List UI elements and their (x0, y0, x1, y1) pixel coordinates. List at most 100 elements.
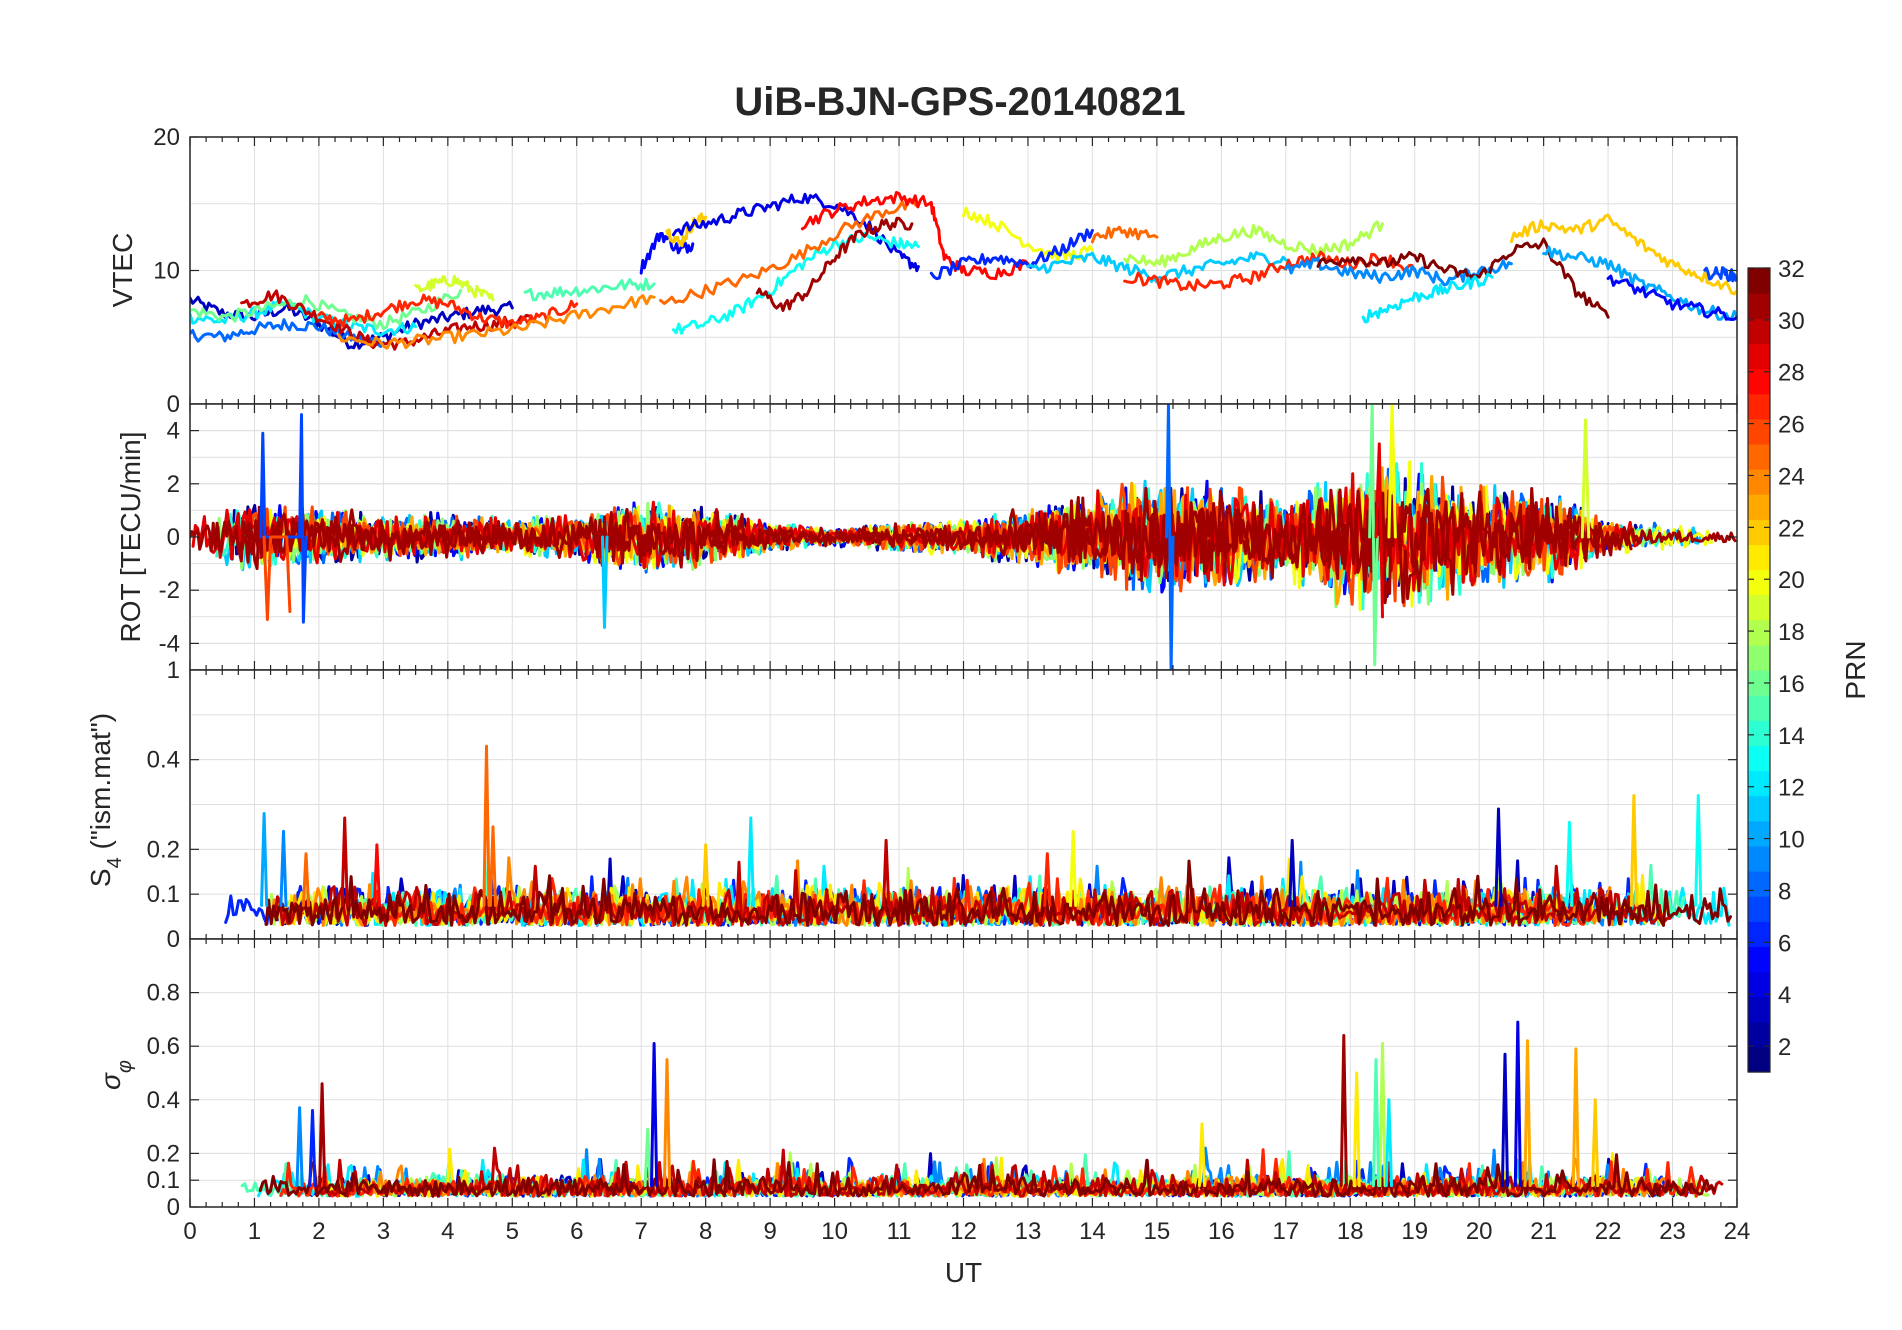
rot-spike-prn-20-4 (1387, 404, 1397, 539)
s4-y-ticks: 0 0.1 0.2 0.4 1 (147, 657, 1737, 953)
sigma-phi-ytick-label: 0.4 (147, 1087, 180, 1114)
sigma-phi-spike-prn-16-3 (643, 1127, 652, 1188)
xtick-label: 13 (1015, 1218, 1042, 1245)
x-axis-label: UT (945, 1257, 982, 1288)
sigma-phi-spike-prn-9-0 (295, 1106, 304, 1188)
xtick-label: 20 (1466, 1218, 1493, 1245)
colorbar-segment (1748, 594, 1770, 621)
rot-ylabel: ROT [TECU/min] (115, 431, 146, 642)
vtec-series-prn-22-25 (1509, 213, 1737, 296)
xtick-label: 2 (312, 1218, 325, 1245)
sigma-phi-spike-prn-23-15 (1571, 1047, 1580, 1188)
rot-data (190, 404, 1737, 670)
vtec-series-prn-8-1 (190, 318, 385, 348)
colorbar-segment (1748, 971, 1770, 998)
vtec-series-prn-31-14 (755, 216, 914, 312)
sigma-phi-ytick-label: 0.2 (147, 1140, 180, 1167)
vtec-ytick-label: 20 (153, 124, 180, 151)
colorbar-segment (1748, 996, 1770, 1023)
colorbar-tick-label: 24 (1778, 463, 1805, 490)
xtick-label: 6 (570, 1218, 583, 1245)
xtick-label: 17 (1272, 1218, 1299, 1245)
sigma-phi-ytick-label: 0.8 (147, 980, 180, 1007)
colorbar-tick-label: 28 (1778, 360, 1805, 387)
xtick-label: 8 (699, 1218, 712, 1245)
s4-top-tick-label: 1 (167, 657, 180, 684)
s4-spike-prn-13-14 (1565, 820, 1574, 907)
vtec-ytick-label: 10 (153, 258, 180, 285)
colorbar-segment (1748, 293, 1770, 319)
sigma-phi-ytick-label: 0.6 (147, 1033, 180, 1060)
sigma-phi-base-prn-32 (258, 1153, 1716, 1198)
vtec-ylabel: VTEC (107, 233, 138, 308)
s4-spike-prn-30-3 (340, 816, 349, 907)
s4-spike-prn-27-10 (1043, 852, 1052, 907)
sigma-phi-ylabel: σφ (95, 1060, 136, 1090)
colorbar-segment (1748, 569, 1770, 596)
colorbar-tick-label: 6 (1778, 930, 1791, 957)
s4-ytick-label: 0.2 (147, 836, 180, 863)
rot-spike-prn-29-5 (1374, 442, 1384, 619)
colorbar-segment (1748, 845, 1770, 872)
colorbar-segment (1748, 795, 1770, 822)
vtec-series-prn-32-23 (1316, 237, 1610, 319)
x-tick-labels: 0 1 2 3 4 5 6 7 8 9 10 11 12 13 14 15 16 17 18 19 20 21 22 23 24 (183, 1218, 1750, 1245)
xtick-label: 15 (1144, 1218, 1171, 1245)
s4-data (224, 744, 1732, 927)
colorbar-tick-label: 32 (1778, 256, 1805, 283)
xtick-label: 22 (1595, 1218, 1622, 1245)
xtick-label: 9 (763, 1218, 776, 1245)
rot-spike-prn-7-0 (259, 413, 308, 624)
vtec-series-prn-13-12 (671, 231, 920, 335)
xtick-label: 0 (183, 1218, 196, 1245)
xtick-label: 24 (1724, 1218, 1751, 1245)
xtick-label: 11 (887, 1218, 912, 1245)
rot-spike-prn-19-6 (1580, 418, 1591, 539)
colorbar-segment (1748, 619, 1770, 646)
vtec-series-prn-12-24 (1361, 272, 1494, 324)
colorbar-segment (1748, 318, 1770, 344)
sigma-phi-spike-prn-23-14 (1523, 1039, 1532, 1188)
vtec-series-prn-19-7 (414, 274, 495, 302)
colorbar-tick-label: 22 (1778, 515, 1805, 542)
rot-x-ticks (189, 404, 1738, 670)
vtec-series-prn-16-3 (190, 289, 463, 330)
s4-spike-prn-30-9 (882, 838, 891, 907)
sigma-phi-ytick-label: 0.1 (147, 1167, 180, 1194)
figure-title: UiB-BJN-GPS-20140821 (734, 80, 1185, 124)
sigma-phi-spike-prn-4-4 (650, 1042, 659, 1188)
vtec-series-prn-6-17 (929, 228, 1094, 281)
vtec-series-prn-9-22 (1284, 256, 1513, 287)
rot-spike-prn-11-7 (601, 535, 609, 629)
vtec-series-prn-4-11 (671, 192, 920, 273)
vtec-series-prn-30-4 (240, 289, 534, 351)
s4-x-ticks (189, 670, 1738, 939)
colorbar-segment (1748, 1021, 1770, 1048)
xtick-label: 19 (1401, 1218, 1428, 1245)
vtec-series-prn-5-27 (1606, 274, 1737, 321)
colorbar-segment (1748, 871, 1770, 897)
s4-spike-prn-25-2 (301, 852, 311, 907)
rot-ytick-label: 2 (167, 471, 180, 498)
s4-spike-prn-12-8 (746, 816, 755, 907)
sigma-phi-spike-prn-15-10 (1372, 1058, 1381, 1188)
sigma-phi-spike-prn-12-11 (1384, 1098, 1393, 1188)
colorbar-segment (1748, 1046, 1770, 1073)
s4-spike-prn-25-5 (482, 744, 491, 907)
s4-base-prn-32 (264, 859, 1732, 927)
s4-spike-prn-3-12 (1288, 838, 1297, 907)
colorbar-segment (1748, 644, 1770, 671)
xtick-label: 16 (1208, 1218, 1235, 1245)
sigma-phi-data (240, 1020, 1724, 1198)
colorbar-segment (1748, 544, 1770, 571)
vtec-series-prn-20-16 (962, 206, 1094, 263)
colorbar-tick-label: 14 (1778, 723, 1805, 750)
colorbar-label: PRN (1840, 640, 1871, 699)
xtick-label: 18 (1337, 1218, 1364, 1245)
sigma-phi-spike-prn-6-1 (308, 1109, 317, 1188)
sigma-phi-spike-prn-3-12 (1500, 1052, 1509, 1188)
